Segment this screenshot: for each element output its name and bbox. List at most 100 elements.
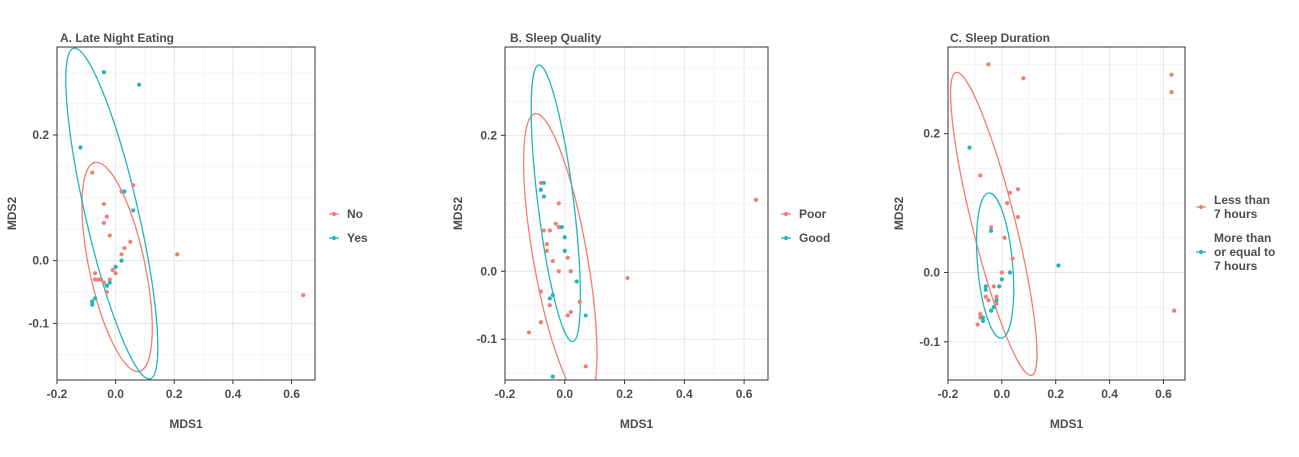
data-point	[93, 296, 98, 301]
y-axis-label: MDS2	[892, 197, 906, 231]
data-point	[988, 228, 994, 233]
data-point	[625, 275, 630, 281]
data-point	[541, 180, 546, 186]
ellipse-layer	[949, 71, 1038, 377]
data-point	[90, 170, 95, 175]
data-point	[1021, 76, 1026, 81]
data-point	[991, 305, 996, 310]
panel-3: -0.2 0.0 0.2 0.4 0.6 -0.1 0.0 0.2 C. Sleep Durat…	[892, 31, 1275, 431]
data-point	[988, 308, 994, 313]
y-tick-label: -0.1	[919, 335, 940, 349]
data-point	[991, 284, 996, 289]
data-point	[1010, 256, 1015, 261]
data-point	[565, 255, 570, 260]
data-point	[119, 258, 124, 263]
data-point	[101, 201, 107, 207]
data-point	[113, 264, 118, 270]
x-tick-label: 0.6	[283, 387, 300, 401]
legend-key-point	[783, 235, 789, 241]
x-tick-label: 0.6	[1155, 387, 1172, 401]
confidence-ellipse	[949, 71, 1038, 377]
data-point	[1172, 308, 1177, 313]
x-tick-label: -0.2	[495, 387, 516, 401]
x-tick-label: 0.2	[616, 387, 633, 401]
data-point	[104, 214, 109, 219]
y-tick-label: 0.2	[32, 128, 49, 142]
data-point	[967, 145, 972, 150]
data-point	[980, 318, 986, 324]
data-point	[978, 173, 983, 178]
x-axis-label: MDS1	[620, 417, 654, 431]
x-tick-label: 0.6	[736, 387, 753, 401]
ellipse-layer	[65, 47, 159, 380]
data-point	[104, 283, 109, 288]
plot-border	[504, 46, 769, 381]
y-tick-label: 0.0	[32, 254, 49, 268]
data-point	[93, 271, 98, 276]
data-point	[122, 189, 127, 194]
data-point	[544, 248, 549, 253]
plot-border	[56, 46, 316, 381]
data-point	[547, 228, 552, 233]
x-tick-label: 0.2	[166, 387, 183, 401]
data-point	[559, 224, 564, 230]
y-tick-label: -0.1	[476, 332, 497, 346]
legend-key-point	[331, 211, 337, 217]
y-tick-label: 0.2	[480, 128, 497, 142]
legend-key-point	[1198, 204, 1204, 210]
data-point	[562, 248, 567, 253]
y-tick-label: 0.0	[480, 264, 497, 278]
legend-key-point	[783, 211, 789, 217]
data-point	[978, 311, 983, 317]
chart-title: A. Late Night Eating	[60, 31, 174, 45]
data-point	[753, 197, 759, 203]
data-point	[997, 284, 1002, 289]
y-tick-label: 0.0	[923, 265, 940, 279]
data-point	[980, 315, 986, 320]
panel-1: -0.2 0.0 0.2 0.4 0.6 -0.1 0.0 0.2 A. Late Night …	[5, 31, 368, 431]
x-axis-label: MDS1	[169, 417, 203, 431]
ellipse-layer	[522, 64, 598, 380]
data-point	[538, 180, 543, 186]
legend-label: 7 hours	[1214, 259, 1258, 273]
y-axis-label: MDS2	[451, 197, 465, 231]
data-point	[541, 228, 546, 233]
data-point	[119, 252, 124, 257]
legend-label: Poor	[799, 207, 827, 221]
data-point	[526, 330, 532, 335]
confidence-ellipse	[522, 113, 598, 380]
x-tick-label: -0.2	[47, 387, 68, 401]
data-point	[104, 289, 109, 295]
data-point	[975, 322, 980, 327]
data-point	[119, 189, 124, 194]
data-point	[999, 277, 1004, 282]
x-axis-label: MDS1	[1050, 417, 1084, 431]
data-point	[550, 258, 555, 264]
y-tick-label: -0.1	[28, 316, 49, 330]
data-point	[568, 269, 573, 274]
data-point	[1169, 72, 1174, 77]
data-point	[994, 294, 999, 299]
data-point	[1002, 235, 1007, 240]
x-tick-label: -0.2	[938, 387, 959, 401]
data-point	[983, 284, 988, 289]
data-point	[538, 289, 543, 294]
data-point	[136, 82, 142, 87]
data-point	[983, 287, 988, 292]
data-point	[550, 292, 555, 298]
data-point	[1169, 89, 1174, 95]
legend-label: Yes	[347, 231, 368, 245]
y-tick-label: 0.2	[923, 127, 940, 141]
data-point	[1005, 200, 1010, 206]
x-tick-label: 0.4	[676, 387, 693, 401]
data-point	[110, 267, 115, 273]
data-point	[556, 201, 561, 206]
data-point	[128, 239, 133, 244]
data-point	[101, 220, 107, 226]
legend: Poor Good	[781, 207, 830, 245]
legend-label: or equal to	[1214, 245, 1275, 259]
data-point	[547, 303, 552, 308]
x-tick-label: 0.0	[556, 387, 573, 401]
legend-key-point	[331, 235, 337, 241]
data-point	[568, 309, 573, 315]
